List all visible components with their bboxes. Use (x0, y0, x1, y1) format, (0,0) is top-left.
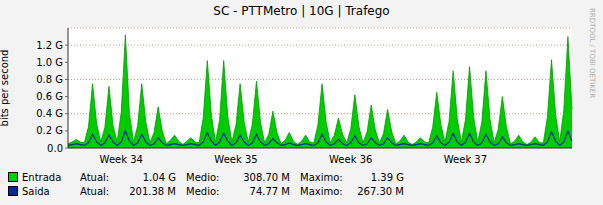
html-text:Saida: Saida (22, 185, 50, 197)
html-text:308.70 M: 308.70 M (243, 171, 290, 183)
svg-text:1.2 G: 1.2 G (36, 40, 63, 51)
html-text:Atual:: Atual: (80, 185, 110, 197)
svg-text:0.6 G: 0.6 G (36, 91, 63, 102)
html-text:Medio:: Medio: (186, 185, 220, 197)
svg-text:0.2 G: 0.2 G (36, 125, 63, 136)
html-text:1.39 G: 1.39 G (370, 171, 404, 183)
html-text:Entrada: Entrada (22, 171, 62, 183)
svg-text:Week 36: Week 36 (329, 154, 372, 164)
html-text:201.38 M: 201.38 M (129, 185, 176, 197)
svg-text:Week 34: Week 34 (100, 154, 143, 164)
html-text:1.04 G: 1.04 G (142, 171, 176, 183)
html-text:SC - PTTMetro | 10G | Trafego: SC - PTTMetro | 10G | Trafego (213, 4, 390, 18)
html-text:74.77 M: 74.77 M (249, 185, 290, 197)
html-text:267.30 M: 267.30 M (357, 185, 404, 197)
html-text:Medio:: Medio: (186, 171, 220, 183)
svg-text:0.4 G: 0.4 G (36, 108, 63, 119)
svg-text:Week 37: Week 37 (444, 154, 487, 164)
html-text:Maximo:: Maximo: (300, 171, 343, 183)
html-text:Maximo:: Maximo: (300, 185, 343, 197)
svg-text:bits per second: bits per second (8, 50, 10, 127)
svg-text:0.0: 0.0 (47, 143, 63, 154)
html-text:RRDTOOL / TOBI OETIKER: RRDTOOL / TOBI OETIKER (588, 8, 596, 99)
html-text:Atual:: Atual: (80, 171, 110, 183)
svg-text:Week 35: Week 35 (214, 154, 257, 164)
svg-text:0.8 G: 0.8 G (36, 74, 63, 85)
svg-text:1.0 G: 1.0 G (36, 57, 63, 68)
